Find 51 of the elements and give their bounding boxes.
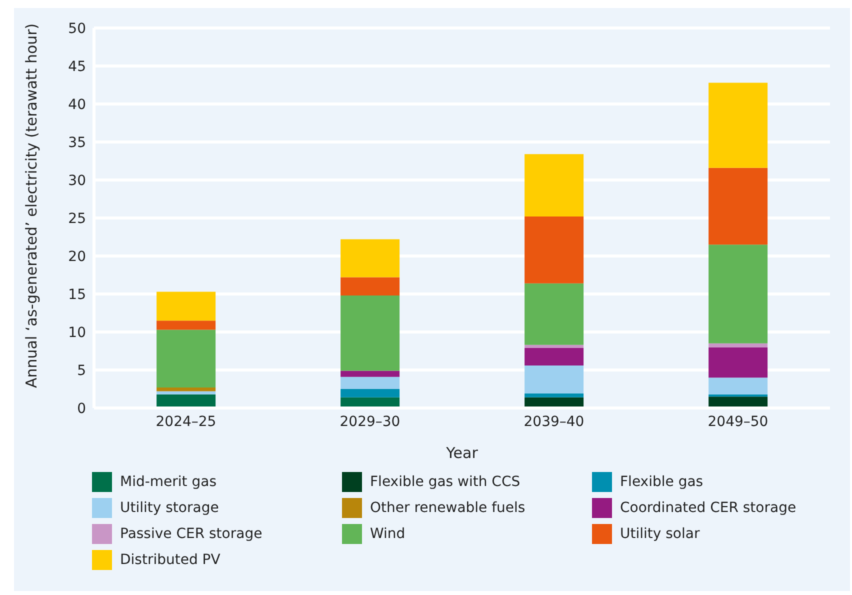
x-axis-title: Year: [445, 444, 479, 462]
legend-label: Coordinated CER storage: [620, 500, 796, 516]
bar: [340, 389, 400, 398]
legend-label: Flexible gas: [620, 474, 704, 490]
bar: [708, 378, 768, 394]
bar: [708, 343, 768, 348]
bar: [156, 391, 216, 394]
bar: [340, 277, 400, 296]
legend-label: Distributed PV: [120, 552, 220, 568]
y-tick-label: 15: [68, 286, 86, 303]
y-tick-label: 50: [68, 20, 86, 37]
bar: [524, 283, 584, 345]
y-tick-label: 35: [68, 134, 86, 151]
bar: [156, 320, 216, 330]
x-tick-label: 2049–50: [708, 414, 768, 430]
legend-label: Wind: [370, 526, 406, 542]
bar: [524, 154, 584, 216]
bar: [340, 376, 400, 389]
legend-label: Utility storage: [120, 500, 219, 516]
y-axis-title: Annual ‘as-generated’ electricity (terawatt hour): [22, 23, 40, 388]
legend-label: Flexible gas with CCS: [370, 474, 520, 490]
bar: [156, 387, 216, 392]
bar: [524, 348, 584, 366]
bar: [708, 347, 768, 378]
legend-label: Utility solar: [620, 526, 700, 542]
bar: [708, 168, 768, 245]
bar: [524, 394, 584, 398]
bar: [340, 296, 400, 371]
bar: [708, 244, 768, 344]
bar: [340, 239, 400, 278]
legend-label: Other renewable fuels: [370, 500, 526, 516]
y-tick-label: 25: [68, 210, 86, 227]
legend-label: Mid-merit gas: [120, 474, 217, 490]
bar: [524, 365, 584, 394]
x-tick-label: 2029–30: [340, 414, 400, 430]
bar: [156, 330, 216, 388]
y-tick-label: 0: [77, 400, 86, 417]
y-tick-label: 30: [68, 172, 86, 189]
y-tick-label: 5: [77, 362, 86, 379]
bar: [156, 292, 216, 321]
x-tick-label: 2024–25: [156, 414, 216, 430]
x-tick-label: 2039–40: [524, 414, 584, 430]
bar: [340, 370, 400, 377]
y-tick-label: 45: [68, 58, 86, 75]
bar: [524, 216, 584, 284]
y-tick-label: 20: [68, 248, 86, 265]
y-tick-label: 10: [68, 324, 86, 341]
bar: [524, 344, 584, 348]
bar: [708, 82, 768, 168]
y-tick-label: 40: [68, 96, 86, 113]
legend-label: Passive CER storage: [120, 526, 262, 542]
